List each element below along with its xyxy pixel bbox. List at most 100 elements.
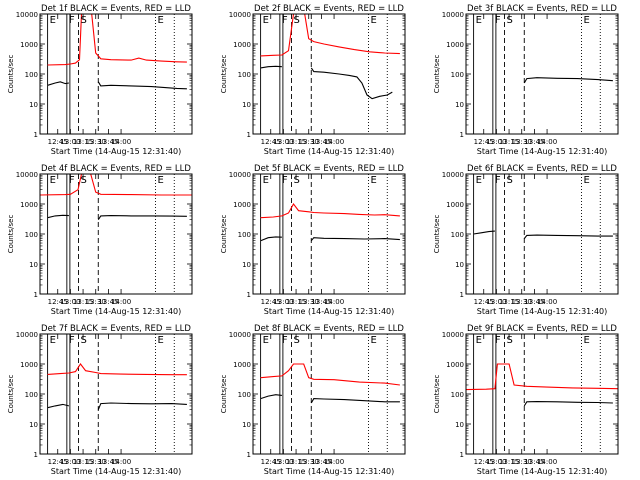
marker-label: E bbox=[476, 335, 482, 346]
x-tick-label: 13:45 bbox=[524, 298, 544, 306]
chart-title: Det 1f BLACK = Events, RED = LLD bbox=[41, 4, 191, 14]
marker-label: E bbox=[371, 15, 377, 26]
events-series-line bbox=[523, 234, 613, 239]
marker-label: S bbox=[81, 175, 87, 186]
y-tick-label: 10000 bbox=[442, 11, 464, 19]
x-tick-label: 12:45 bbox=[48, 138, 68, 146]
x-tick-label: 14:00 bbox=[111, 458, 131, 466]
y-tick-label: 1000 bbox=[446, 41, 464, 49]
events-series-line bbox=[523, 401, 613, 407]
y-tick-label: 100 bbox=[238, 71, 251, 79]
lld-series-line bbox=[40, 174, 192, 196]
y-axis-label: Counts/sec bbox=[433, 215, 441, 254]
events-series-line bbox=[310, 67, 393, 100]
events-series-line bbox=[310, 237, 400, 242]
plot-frame bbox=[39, 13, 193, 135]
x-axis-label: Start Time (14-Aug-15 12:31:40) bbox=[264, 467, 395, 476]
x-tick-label: 13:45 bbox=[98, 298, 118, 306]
x-tick-label: 13:15 bbox=[73, 458, 93, 466]
plot-area bbox=[47, 334, 187, 454]
marker-label: F bbox=[69, 175, 75, 186]
x-tick-label: 13:15 bbox=[73, 138, 93, 146]
x-tick-label: 12:45 bbox=[48, 458, 68, 466]
y-tick-label: 100 bbox=[451, 231, 464, 239]
y-tick-label: 10 bbox=[242, 261, 251, 269]
x-tick-label: 13:30 bbox=[299, 298, 319, 306]
marker-label: E bbox=[584, 175, 590, 186]
x-tick-label: 13:45 bbox=[524, 138, 544, 146]
y-tick-label: 1 bbox=[34, 131, 38, 139]
y-axis-label: Counts/sec bbox=[7, 215, 15, 254]
lld-series-line bbox=[260, 202, 400, 219]
chart-title: Det 8f BLACK = Events, RED = LLD bbox=[254, 324, 404, 334]
det-4-chart: Det 4f BLACK = Events, RED = LLD 1 10 100 10… bbox=[7, 164, 193, 316]
det-2-chart: Det 2f BLACK = Events, RED = LLD 1 10 100 10… bbox=[220, 4, 406, 156]
y-tick-label: 1000 bbox=[446, 201, 464, 209]
y-tick-label: 1000 bbox=[20, 361, 38, 369]
marker-label: E bbox=[50, 15, 56, 26]
x-tick-label: 13:30 bbox=[86, 458, 106, 466]
events-series-line bbox=[47, 81, 69, 86]
x-tick-label: 13:30 bbox=[512, 138, 532, 146]
plot-frame bbox=[252, 173, 406, 295]
x-tick-label: 14:00 bbox=[537, 458, 557, 466]
lld-series-line bbox=[47, 14, 187, 66]
x-tick-label: 13:30 bbox=[86, 138, 106, 146]
y-tick-label: 10 bbox=[29, 101, 38, 109]
lld-series-line bbox=[47, 363, 187, 376]
y-tick-label: 100 bbox=[451, 391, 464, 399]
y-tick-label: 10 bbox=[455, 261, 464, 269]
marker-label: S bbox=[294, 15, 300, 26]
x-tick-label: 13:15 bbox=[499, 298, 519, 306]
plot-frame bbox=[465, 173, 619, 295]
events-series-line bbox=[260, 394, 282, 400]
lld-series-line bbox=[260, 363, 400, 386]
marker-label: S bbox=[294, 335, 300, 346]
y-tick-label: 1 bbox=[460, 131, 464, 139]
y-axis-label: Counts/sec bbox=[220, 55, 228, 94]
x-tick-label: 12:45 bbox=[261, 138, 281, 146]
marker-label: E bbox=[50, 175, 56, 186]
events-series-line bbox=[473, 230, 495, 235]
events-series-line bbox=[310, 398, 400, 404]
x-tick-label: 13:15 bbox=[286, 138, 306, 146]
det-3-chart: Det 3f BLACK = Events, RED = LLD 1 10 100 10… bbox=[433, 4, 619, 156]
x-tick-label: 13:00 bbox=[486, 298, 506, 306]
y-tick-label: 1 bbox=[460, 291, 464, 299]
plot-area bbox=[40, 174, 192, 294]
marker-label: E bbox=[263, 335, 269, 346]
y-tick-label: 100 bbox=[451, 71, 464, 79]
marker-label: E bbox=[476, 15, 482, 26]
marker-label: S bbox=[507, 335, 513, 346]
x-tick-label: 13:00 bbox=[273, 138, 293, 146]
x-tick-label: 13:15 bbox=[73, 298, 93, 306]
y-tick-label: 1000 bbox=[446, 361, 464, 369]
x-tick-label: 13:00 bbox=[486, 138, 506, 146]
plot-frame bbox=[252, 333, 406, 455]
y-tick-label: 10000 bbox=[229, 171, 251, 179]
marker-label: E bbox=[158, 175, 164, 186]
x-axis-label: Start Time (14-Aug-15 12:31:40) bbox=[264, 147, 395, 156]
plot-area bbox=[466, 334, 618, 454]
x-tick-label: 13:00 bbox=[60, 458, 80, 466]
x-tick-label: 13:00 bbox=[486, 458, 506, 466]
x-tick-label: 12:45 bbox=[474, 458, 494, 466]
plot-area bbox=[466, 14, 618, 134]
x-tick-label: 13:00 bbox=[60, 138, 80, 146]
det-1-chart: Det 1f BLACK = Events, RED = LLD 1 10 100 10… bbox=[7, 4, 193, 156]
y-tick-label: 100 bbox=[238, 391, 251, 399]
marker-label: S bbox=[81, 15, 87, 26]
lld-series-line bbox=[466, 363, 618, 391]
marker-label: S bbox=[81, 335, 87, 346]
chart-title: Det 2f BLACK = Events, RED = LLD bbox=[254, 4, 404, 14]
y-tick-label: 10 bbox=[455, 421, 464, 429]
plot-area bbox=[47, 14, 187, 134]
events-series-line bbox=[97, 81, 187, 90]
marker-label: F bbox=[495, 335, 501, 346]
x-tick-label: 13:45 bbox=[311, 138, 331, 146]
y-tick-label: 1000 bbox=[20, 201, 38, 209]
x-tick-label: 12:45 bbox=[48, 298, 68, 306]
det-8-chart: Det 8f BLACK = Events, RED = LLD 1 10 100 10… bbox=[220, 324, 406, 476]
chart-title: Det 5f BLACK = Events, RED = LLD bbox=[254, 164, 404, 174]
x-tick-label: 14:00 bbox=[324, 138, 344, 146]
